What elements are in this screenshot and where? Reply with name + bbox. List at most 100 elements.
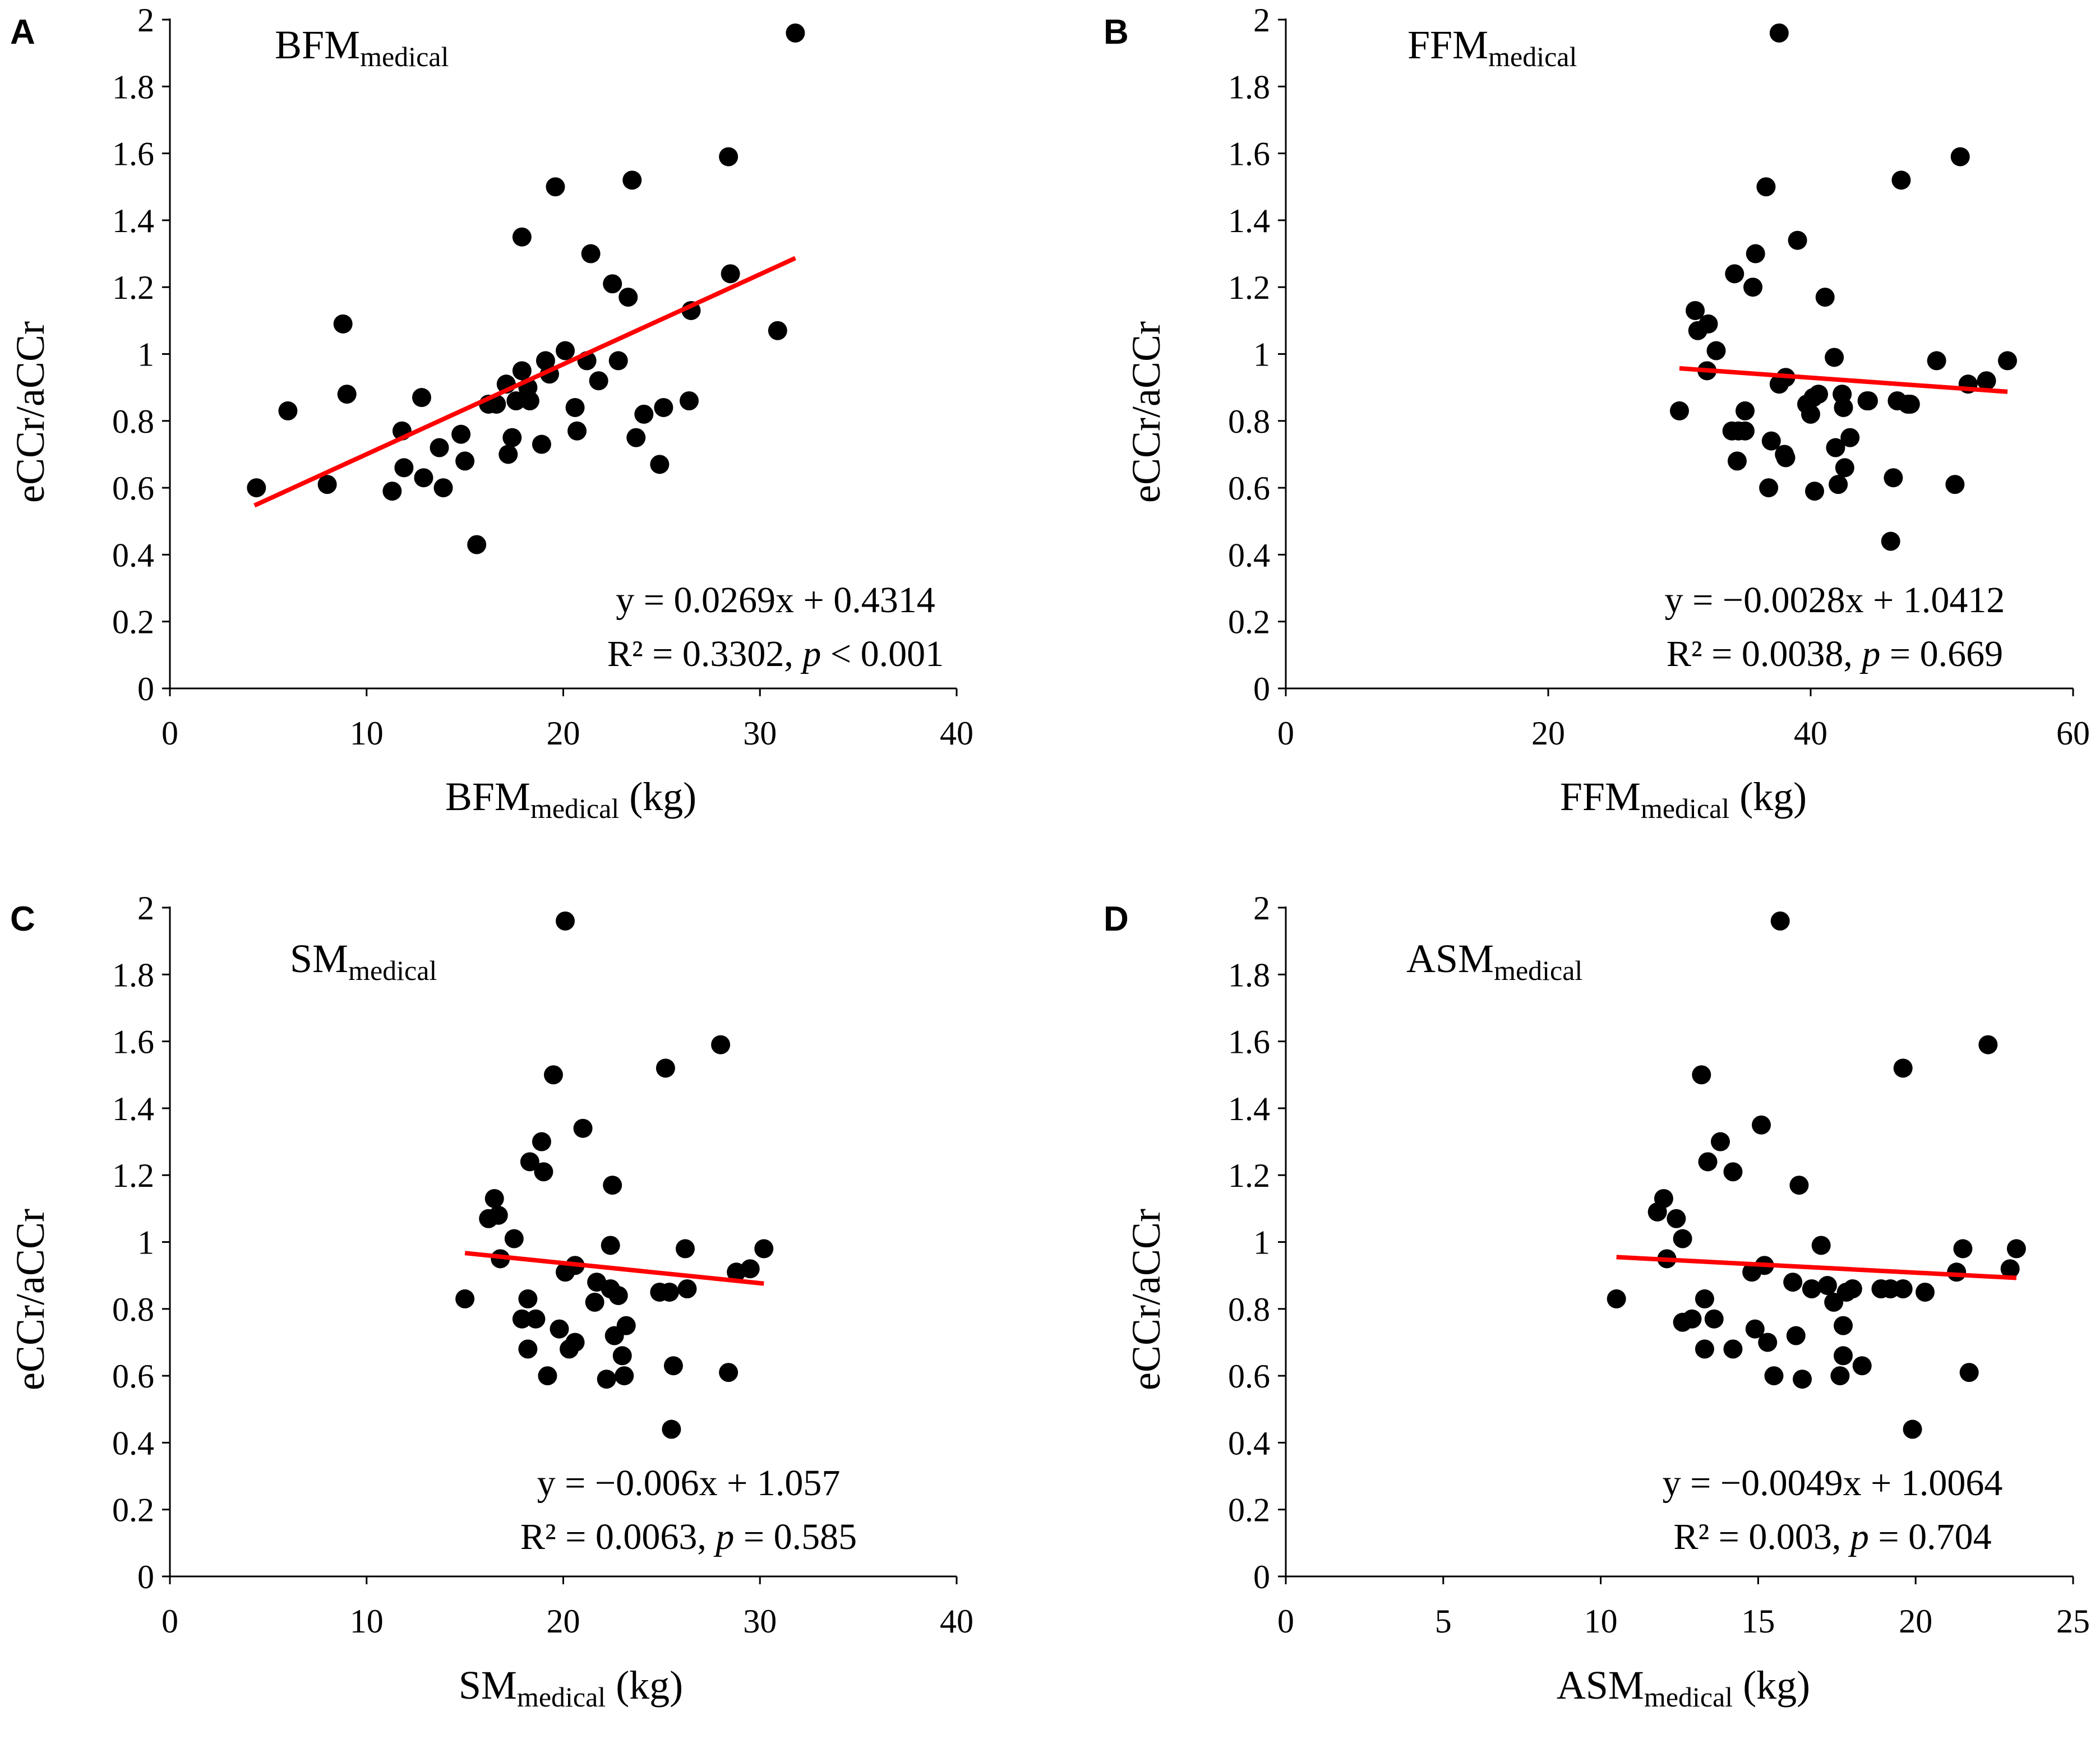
data-point-a	[412, 388, 431, 408]
data-point-d	[1811, 1236, 1831, 1255]
y-tick-label-d: 0.6	[1228, 1358, 1270, 1395]
x-axis-title-c-sub: medical	[517, 1681, 606, 1713]
x-axis-title-d-unit: (kg)	[1733, 1663, 1810, 1708]
data-point-c	[675, 1239, 695, 1259]
y-tick-label-b: 0.2	[1228, 604, 1270, 641]
data-point-c	[659, 1282, 679, 1302]
equation-d: y = −0.0049x + 1.0064	[1663, 1463, 2003, 1504]
data-point-b	[1761, 431, 1781, 451]
y-tick-label-d: 2	[1253, 890, 1270, 927]
data-point-a	[502, 428, 522, 447]
data-point-c	[484, 1188, 504, 1208]
data-point-a	[532, 434, 551, 454]
data-point-c	[565, 1333, 585, 1352]
data-point-c	[612, 1346, 632, 1366]
data-point-d	[1793, 1370, 1812, 1389]
data-point-b	[1900, 394, 1920, 414]
y-tick-label-a: 0.2	[112, 604, 154, 641]
x-axis-title-b-main: FFM	[1560, 774, 1641, 819]
data-point-b	[1736, 401, 1755, 420]
y-tick-label-b: 1.6	[1228, 136, 1270, 173]
y-tick-label-d: 1.6	[1228, 1024, 1270, 1061]
data-point-c	[538, 1366, 557, 1386]
y-tick-label-a: 1.2	[112, 269, 154, 306]
data-point-a	[719, 147, 739, 166]
data-point-d	[1745, 1319, 1765, 1339]
data-point-d	[1752, 1115, 1771, 1135]
panel-letter-a: A	[10, 13, 35, 52]
x-axis-title-b-sub: medical	[1641, 793, 1729, 824]
y-tick-label-c: 0.6	[112, 1358, 154, 1395]
r2-c: R² = 0.0063,	[520, 1516, 716, 1557]
data-point-b	[1743, 278, 1763, 297]
trendline-c	[464, 1251, 764, 1286]
data-point-c	[616, 1316, 636, 1335]
data-point-c	[573, 1118, 593, 1138]
data-point-b	[1725, 264, 1744, 284]
x-tick-label-b: 0	[1277, 715, 1294, 752]
data-point-d	[1698, 1152, 1718, 1172]
data-point-a	[622, 170, 642, 190]
x-axis-title-c: SMmedical (kg)	[459, 1663, 683, 1713]
y-tick-label-b: 1	[1253, 336, 1270, 373]
inset-title-a-main: BFM	[275, 22, 360, 67]
data-point-a	[619, 288, 638, 307]
data-point-a	[394, 458, 414, 478]
inset-title-b-main: FFM	[1407, 22, 1488, 67]
inset-title-d-sub: medical	[1494, 955, 1582, 986]
p-value-b: = 0.669	[1880, 633, 2003, 674]
equation-c: y = −0.006x + 1.057	[537, 1463, 841, 1504]
data-point-d	[1607, 1289, 1626, 1308]
data-point-d	[1711, 1132, 1730, 1151]
data-point-d	[2006, 1239, 2026, 1259]
data-point-c	[518, 1339, 538, 1359]
x-axis-title-d: ASMmedical (kg)	[1557, 1663, 1810, 1713]
data-point-a	[786, 23, 805, 43]
x-tick-label-b: 40	[1794, 715, 1827, 752]
y-tick-label-a: 1.4	[112, 202, 154, 239]
x-tick-label-d: 25	[2056, 1603, 2090, 1640]
data-point-a	[565, 397, 585, 417]
y-tick-label-d: 0.2	[1228, 1492, 1270, 1529]
data-point-d	[1817, 1276, 1837, 1296]
data-point-c	[518, 1289, 538, 1308]
y-tick-label-c: 0.8	[112, 1291, 154, 1328]
x-tick-label-c: 40	[940, 1603, 973, 1640]
data-point-b	[1826, 438, 1845, 457]
x-tick-label-c: 0	[161, 1603, 178, 1640]
x-tick-label-d: 10	[1584, 1603, 1618, 1640]
y-tick-label-c: 1.8	[112, 956, 154, 993]
y-axis-title-c: eCCr/aCCr	[8, 1209, 53, 1390]
x-axis-title-a-main: BFM	[445, 774, 530, 819]
p-value-c: = 0.585	[734, 1516, 857, 1557]
data-point-b	[1727, 451, 1747, 471]
data-point-b	[1759, 478, 1779, 498]
data-point-d	[1843, 1279, 1862, 1299]
x-tick-label-a: 40	[940, 715, 973, 752]
y-tick-label-b: 0.4	[1228, 536, 1270, 574]
y-axis-title-d: eCCr/aCCr	[1124, 1209, 1169, 1390]
y-tick-label-d: 1	[1253, 1224, 1270, 1261]
data-point-a	[581, 244, 601, 263]
data-point-d	[1830, 1366, 1850, 1386]
y-axis-title-a: eCCr/aCCr	[8, 321, 53, 503]
data-point-b	[1891, 170, 1911, 190]
data-point-a	[467, 535, 487, 554]
data-point-d	[1947, 1262, 1967, 1282]
data-point-b	[1858, 391, 1878, 411]
y-tick-label-a: 0.4	[112, 536, 154, 574]
data-point-c	[455, 1289, 475, 1308]
y-tick-label-a: 2	[137, 2, 154, 39]
data-point-a	[654, 397, 673, 417]
p-symbol-c: p	[713, 1516, 734, 1557]
data-point-d	[2000, 1259, 2020, 1279]
data-point-b	[1670, 401, 1689, 420]
stats-c: R² = 0.0063, p = 0.585	[520, 1516, 857, 1557]
data-point-d	[1764, 1366, 1784, 1386]
x-tick-label-b: 60	[2056, 715, 2090, 752]
data-point-c	[601, 1236, 620, 1255]
x-axis-title-d-sub: medical	[1644, 1681, 1733, 1713]
x-axis-title-c-unit: (kg)	[606, 1663, 683, 1708]
trendline-b	[1679, 366, 2008, 394]
y-tick-label-c: 0.4	[112, 1424, 154, 1461]
